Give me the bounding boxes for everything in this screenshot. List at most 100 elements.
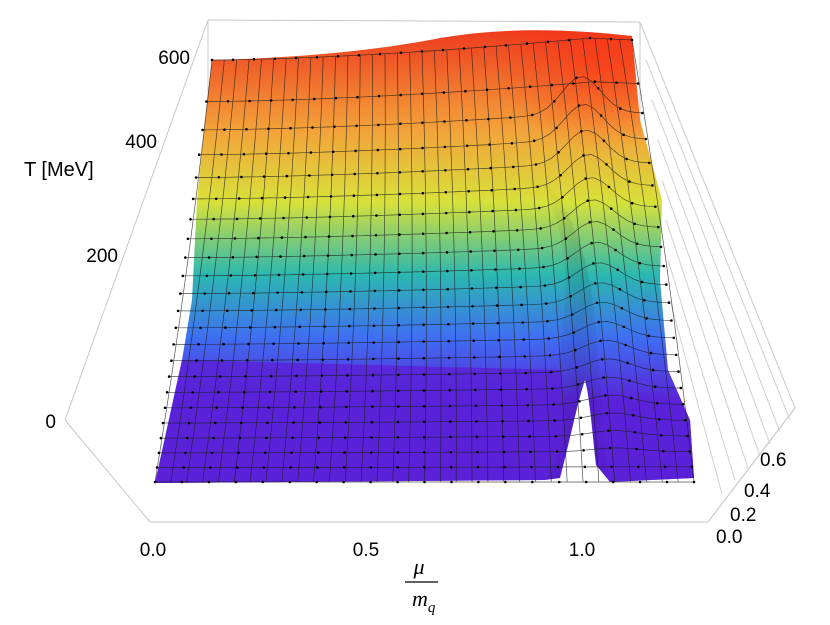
data-point — [443, 120, 446, 123]
data-point — [265, 436, 268, 440]
data-point — [212, 436, 215, 440]
data-point — [421, 121, 424, 124]
data-point — [493, 249, 496, 252]
mesh-line-mu — [594, 38, 647, 483]
data-point — [342, 466, 346, 469]
data-point — [287, 151, 290, 155]
data-point — [321, 358, 325, 361]
data-point — [421, 191, 425, 195]
data-point — [444, 169, 447, 172]
mesh-line-mu — [631, 39, 695, 483]
data-point — [396, 436, 400, 439]
y-tick-0.0: 0.0 — [716, 527, 742, 548]
x-label-denominator: m — [412, 586, 428, 611]
data-point — [602, 139, 606, 142]
data-point — [546, 40, 550, 44]
data-point — [599, 339, 602, 343]
data-point — [657, 225, 660, 229]
data-point — [612, 228, 615, 231]
data-point — [176, 309, 180, 313]
data-point — [240, 421, 243, 425]
data-point — [298, 325, 302, 329]
data-point — [569, 294, 572, 298]
data-point — [369, 451, 373, 454]
data-point — [448, 372, 451, 376]
data-point — [223, 128, 226, 131]
data-point — [319, 390, 323, 393]
data-point — [445, 231, 448, 235]
data-point — [468, 230, 472, 234]
data-point — [189, 218, 192, 221]
data-point — [218, 375, 222, 378]
data-point — [155, 466, 159, 469]
data-point — [421, 170, 425, 173]
data-point — [343, 436, 347, 439]
data-point — [271, 358, 274, 362]
surface — [155, 30, 694, 483]
data-point — [349, 272, 353, 275]
data-point — [497, 338, 501, 342]
data-point — [308, 174, 311, 177]
data-point — [566, 257, 569, 260]
data-point — [575, 366, 578, 369]
data-point — [540, 246, 544, 250]
mesh-line-mu — [313, 56, 336, 483]
data-point — [546, 319, 549, 323]
data-point — [645, 317, 648, 320]
z-tick-600: 600 — [158, 48, 190, 69]
data-point — [346, 358, 350, 361]
data-point — [184, 256, 187, 259]
data-point — [345, 405, 348, 409]
mesh-line-mu — [421, 51, 427, 483]
data-point — [333, 125, 336, 128]
data-point — [527, 419, 530, 423]
data-point — [502, 450, 506, 454]
data-point — [262, 175, 266, 178]
data-point — [205, 274, 209, 278]
data-point — [397, 357, 400, 360]
data-point — [297, 342, 300, 345]
data-point — [475, 420, 478, 423]
data-point — [513, 187, 516, 191]
data-point — [263, 451, 267, 455]
data-point — [421, 146, 424, 150]
data-point — [446, 269, 449, 273]
data-point — [605, 411, 609, 415]
data-point — [422, 323, 425, 327]
data-point — [547, 337, 550, 340]
data-point — [350, 253, 354, 257]
data-point — [398, 213, 402, 216]
data-point — [553, 100, 556, 103]
data-point — [588, 36, 592, 40]
data-point — [488, 143, 491, 146]
data-point — [398, 147, 402, 151]
data-point — [544, 302, 548, 305]
data-point — [473, 356, 476, 359]
data-point — [548, 354, 552, 357]
data-point — [376, 171, 379, 175]
data-point — [500, 404, 504, 407]
data-point — [157, 451, 161, 455]
data-point — [499, 388, 503, 391]
z-axis: 600 400 200 0 T [MeV] — [24, 48, 190, 433]
data-point — [273, 57, 277, 61]
data-point — [250, 309, 253, 312]
data-point — [283, 196, 287, 199]
data-point — [231, 255, 235, 259]
data-point — [225, 309, 229, 313]
data-point — [305, 216, 309, 219]
data-point — [584, 480, 588, 484]
data-point — [272, 342, 275, 346]
data-point — [644, 137, 648, 141]
data-point — [524, 371, 527, 375]
data-point — [494, 268, 497, 271]
data-point — [444, 190, 448, 194]
data-point — [441, 48, 445, 52]
data-point — [653, 385, 657, 389]
data-point — [607, 185, 611, 189]
data-point — [315, 55, 319, 59]
data-point — [519, 285, 522, 289]
data-point — [422, 340, 426, 343]
data-point — [679, 386, 683, 390]
data-point — [210, 58, 214, 62]
